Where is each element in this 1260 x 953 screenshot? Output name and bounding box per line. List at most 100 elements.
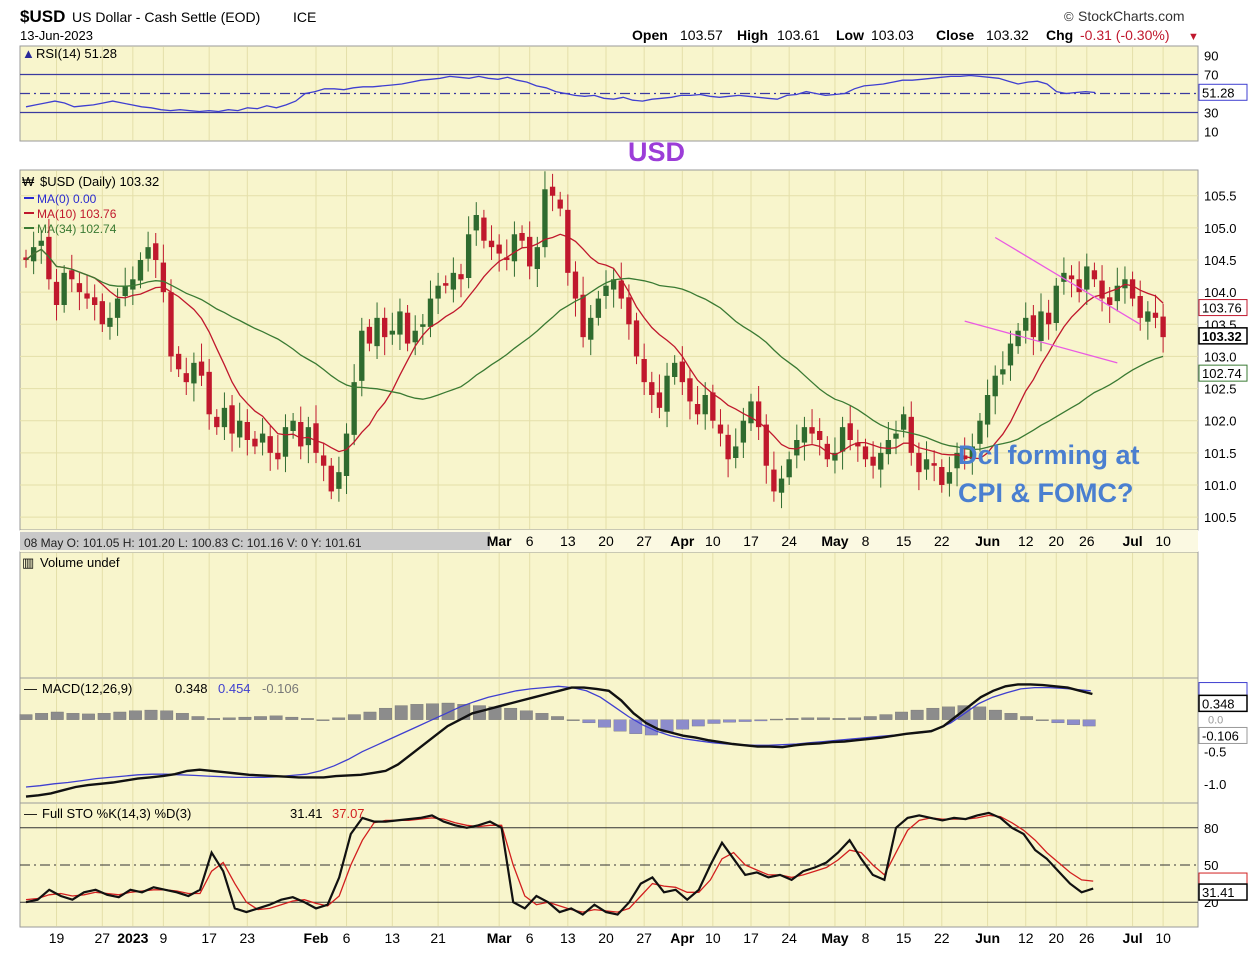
candle-body-115: [900, 414, 907, 430]
brand-label[interactable]: StockCharts.com: [1078, 8, 1185, 24]
macd-hist-bar-20: [332, 717, 346, 720]
candle-body-119: [931, 463, 937, 466]
candle-body-2: [38, 240, 44, 246]
candle-body-135: [1053, 285, 1059, 323]
legend-label-2: MA(34) 102.74: [37, 222, 117, 236]
candle-body-89: [702, 395, 708, 415]
candle-body-70: [557, 199, 563, 209]
xtick-label-price-24: 12: [1018, 533, 1034, 549]
xtick-label-bottom-3: 9: [159, 930, 167, 946]
macd-hist-bar-0: [19, 714, 33, 720]
macd-hist-bar-35: [566, 719, 580, 721]
candle-body-53: [427, 298, 434, 327]
rsi-ytick-4: 10: [1204, 125, 1218, 140]
close-value: 103.32: [986, 27, 1029, 43]
xtick-label-bottom-0: 19: [49, 930, 65, 946]
candle-body-98: [771, 469, 777, 492]
candle-body-62: [496, 244, 502, 254]
candle-body-27: [229, 405, 235, 434]
xtick-label-bottom-11: 6: [526, 930, 534, 946]
macd-hist-bar-56: [895, 711, 908, 720]
annotation-line-2: CPI & FOMC?: [958, 478, 1134, 508]
xtick-label-price-14: 27: [636, 533, 652, 549]
candle-body-43: [351, 382, 357, 435]
candle-body-149: [1160, 316, 1166, 338]
rsi-line: [25, 74, 1096, 113]
price-title: $USD (Daily) 103.32: [40, 174, 159, 189]
chg-down-icon: ▼: [1188, 31, 1199, 43]
candle-body-143: [1114, 285, 1120, 302]
xtick-label-bottom-23: Jun: [975, 930, 1000, 946]
candle-body-96: [755, 401, 762, 428]
candle-body-9: [92, 297, 98, 305]
macd-hist-bar-64: [1020, 716, 1034, 720]
macd-legend-icon: —: [24, 681, 37, 696]
hover-info-bar: 08 May O: 101.05 H: 101.20 L: 100.83 C: …: [24, 536, 362, 550]
candle-body-23: [198, 361, 205, 376]
sto-title: Full STO %K(14,3) %D(3): [42, 806, 191, 821]
legend-label-0: MA(0) 0.00: [37, 192, 97, 206]
sto-ytick-0: 80: [1204, 821, 1218, 836]
candle-body-66: [527, 236, 533, 267]
candle-body-108: [847, 423, 853, 440]
macd-hist-bar-27: [441, 702, 455, 720]
panel-macd-bg: [19, 677, 1199, 804]
candle-body-103: [809, 427, 815, 434]
candle-body-32: [267, 436, 273, 453]
sto-d-value: 37.07: [332, 806, 365, 821]
candle-body-133: [1038, 311, 1044, 341]
candle-body-52: [420, 324, 426, 327]
low-label: Low: [836, 27, 864, 43]
macd-hist-bar-51: [816, 717, 830, 720]
symbol-label: $USD: [20, 7, 65, 26]
sto-k-tag-label: 31.41: [1202, 885, 1235, 900]
candle-body-36: [298, 422, 304, 447]
candle-body-50: [404, 312, 411, 344]
macd-hist-bar-16: [269, 715, 283, 720]
sto-d-line: [25, 814, 1094, 913]
ma10-tag-box: [1198, 299, 1248, 317]
macd-hist-bar-37: [598, 719, 611, 728]
macd-hist-bar-22: [363, 711, 377, 720]
sto-k-value: 31.41: [290, 806, 323, 821]
chart-header: $USD US Dollar - Cash Settle (EOD) ICE 1…: [20, 7, 1199, 43]
xtick-label-price-13: 20: [598, 533, 614, 549]
macd-hist-bar-17: [285, 716, 299, 720]
candle-body-58: [465, 234, 472, 278]
candle-body-139: [1084, 266, 1090, 290]
candle-body-48: [389, 330, 395, 335]
candle-body-121: [946, 472, 953, 484]
sto-legend-icon: —: [24, 806, 37, 821]
macd-hist-bar-5: [97, 713, 111, 720]
candle-body-93: [733, 446, 739, 458]
xtick-label-bottom-19: May: [821, 930, 848, 946]
candle-body-69: [549, 186, 556, 196]
macd-hist-bar-49: [785, 718, 799, 720]
volume-icon: ▥: [22, 555, 34, 570]
macd-hist-bar-15: [254, 716, 267, 720]
wedge-lower-line: [964, 320, 1118, 364]
candle-body-25: [214, 416, 220, 428]
candle-body-109: [855, 442, 861, 447]
candle-body-123: [962, 455, 968, 460]
candle-body-100: [786, 459, 792, 478]
candle-body-141: [1099, 280, 1105, 299]
macd-ytick-1: -0.5: [1204, 745, 1226, 760]
macd-hist-bar-67: [1067, 719, 1080, 725]
macd-hist-bar-36: [582, 719, 596, 724]
price-ytick-0: 105.5: [1204, 189, 1237, 204]
price-ytick-3: 104.0: [1204, 285, 1237, 300]
xtick-label-bottom-13: 20: [598, 930, 614, 946]
marks-layer: 19192727202320239917172323FebFeb66131321…: [19, 49, 1248, 946]
candle-body-79: [626, 297, 632, 325]
candle-body-49: [397, 311, 403, 335]
xtick-label-price-15: Apr: [670, 533, 695, 549]
candle-body-147: [1145, 311, 1151, 322]
candle-body-127: [992, 375, 998, 397]
candle-body-116: [908, 416, 914, 453]
candle-body-19: [168, 292, 174, 357]
macd-hist-bar-68: [1082, 719, 1096, 727]
ma34-line: [25, 248, 1164, 451]
candle-body-134: [1045, 312, 1052, 325]
